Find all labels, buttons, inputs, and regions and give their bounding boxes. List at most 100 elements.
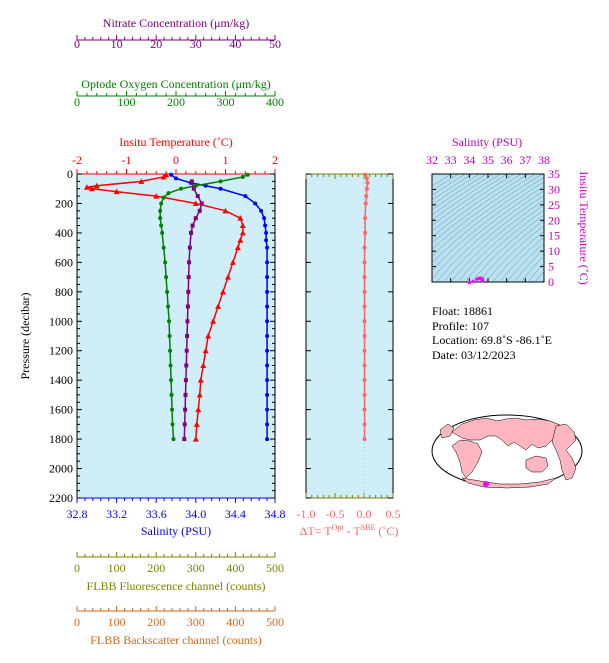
temperature-tick-label: 0	[173, 153, 179, 167]
ts-x-tick-label: 38	[538, 153, 550, 167]
temperature-point	[202, 347, 209, 354]
nitrate-point	[199, 201, 204, 206]
map-land-africa	[451, 439, 483, 479]
world-map	[431, 414, 583, 489]
map-land-americas	[551, 423, 577, 481]
map-land-greenland	[439, 423, 455, 439]
pressure-tick-label: 2000	[49, 462, 73, 476]
temperature-point	[197, 377, 204, 383]
temperature-point	[237, 237, 244, 243]
delta-t-point	[363, 230, 368, 235]
pressure-tick-label: 0	[67, 167, 73, 181]
backscatter-axis-label: FLBB Backscatter channel (counts)	[90, 633, 262, 647]
delta-t-point	[362, 363, 367, 368]
salinity-point	[262, 216, 267, 221]
oxygen-point	[170, 422, 175, 427]
oxygen-point	[165, 289, 170, 294]
oxygen-point	[168, 348, 173, 353]
nitrate-point	[184, 363, 189, 368]
temperature-point	[239, 222, 246, 229]
profile-date: Date: 03/12/2023	[432, 347, 516, 362]
ts-y-tick-label: 0	[548, 275, 554, 289]
ts-contour-line	[506, 242, 544, 282]
delta-t-point	[362, 275, 367, 280]
oxygen-point	[159, 223, 164, 228]
nitrate-point	[182, 437, 187, 442]
salinity-point	[218, 186, 223, 191]
salinity-axis-label: Salinity (PSU)	[141, 524, 211, 538]
salinity-point	[265, 348, 270, 353]
ts-density-contours	[432, 174, 544, 282]
temperature-point	[88, 185, 95, 192]
nitrate-axis: 0 10 20 30 40 50	[74, 35, 281, 51]
nitrate-point	[185, 334, 190, 338]
pressure-tick-label: 1600	[49, 403, 73, 417]
float-location: Location: 69.8˚S -86.1˚E	[432, 333, 552, 347]
ts-x-tick-label: 32	[426, 153, 438, 167]
ts-contour-line	[432, 174, 522, 238]
ts-point	[480, 277, 484, 281]
nitrate-point	[190, 223, 195, 228]
nitrate-point	[189, 179, 194, 184]
delta-t-plot-area	[305, 173, 394, 499]
temperature-point	[93, 182, 100, 189]
ts-contour-line	[478, 219, 544, 282]
ts-contour-line	[432, 174, 494, 216]
ts-contour-line	[432, 174, 501, 221]
fluorescence-tick-label: 100	[108, 561, 126, 575]
delta-t-point	[362, 437, 367, 442]
nitrate-point	[195, 194, 200, 199]
ts-contour-line	[499, 236, 544, 282]
delta-t-label-mid: - T	[344, 524, 362, 538]
ts-contour-line	[464, 209, 544, 282]
ts-contour-line	[443, 195, 544, 282]
ts-contour-line	[432, 174, 508, 226]
temperature-point	[229, 259, 236, 265]
nitrate-point	[186, 289, 191, 294]
salinity-tick-label: 34.4	[225, 507, 246, 521]
ts-contour-line	[534, 270, 544, 282]
pressure-tick-label: 200	[55, 196, 73, 210]
temperature-point	[237, 215, 244, 221]
delta-t-axis: -1.0 -0.5 0.0 0.5	[297, 173, 401, 521]
pressure-axis: 0 200 400 600 800 1000 1200 1400 1600 1800 2000 220…	[49, 167, 275, 505]
temperature-point	[113, 188, 120, 195]
temperature-point	[193, 421, 200, 427]
ts-temperature-axis-label: Insitu Temperature (˚C)	[577, 171, 591, 285]
ts-contour-line	[436, 190, 544, 282]
pressure-axis-label: Pressure (decibar)	[18, 293, 32, 380]
salinity-point	[169, 172, 174, 177]
oxygen-axis: 0 100 200 300 400	[74, 91, 284, 109]
backscatter-tick-label: 400	[226, 615, 244, 629]
ts-contour-line	[492, 230, 544, 282]
salinity-point	[259, 208, 264, 213]
temperature-tick-label: 2	[272, 153, 278, 167]
ts-point	[477, 276, 481, 280]
salinity-tick-label: 34.0	[185, 507, 206, 521]
nitrate-point	[183, 407, 188, 412]
nitrate-series	[182, 179, 204, 442]
ts-y-tick-label: 10	[548, 244, 560, 258]
oxygen-tick-label: 400	[266, 95, 284, 109]
salinity-point	[264, 230, 269, 235]
delta-t-axis-label: ΔT= TOpt - TSBE (˚C)	[300, 523, 399, 538]
delta-t-point	[362, 334, 367, 338]
salinity-point	[265, 407, 270, 412]
temperature-tick-label: -1	[122, 153, 132, 167]
delta-t-point	[362, 245, 367, 250]
ts-salinity-axis-label: Salinity (PSU)	[452, 135, 522, 149]
oxygen-line	[159, 174, 249, 440]
profile-number: Profile: 107	[432, 318, 489, 333]
delta-t-point	[362, 407, 367, 412]
temperature-point	[138, 178, 145, 184]
ts-x-tick-label: 36	[501, 153, 513, 167]
temperature-point	[222, 207, 229, 214]
pressure-tick-label: 1000	[49, 314, 73, 328]
salinity-point	[265, 260, 270, 265]
ts-points	[467, 276, 485, 285]
backscatter-tick-label: 500	[266, 615, 284, 629]
ts-x-tick-label: 33	[445, 153, 457, 167]
oxygen-point	[166, 304, 171, 309]
float-info-panel: Float: 18861 Profile: 107 Location: 69.8…	[432, 304, 552, 362]
